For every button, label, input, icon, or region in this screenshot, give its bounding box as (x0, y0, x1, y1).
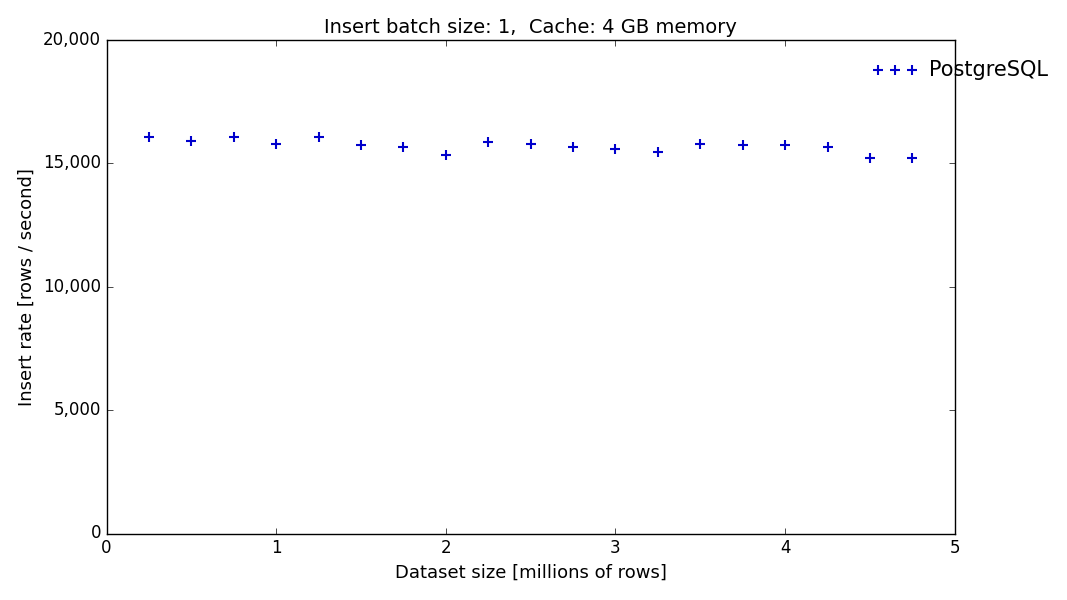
Y-axis label: Insert rate [rows / second]: Insert rate [rows / second] (18, 168, 36, 406)
X-axis label: Dataset size [millions of rows]: Dataset size [millions of rows] (395, 564, 667, 582)
Text: PostgreSQL: PostgreSQL (929, 59, 1049, 80)
Title: Insert batch size: 1,  Cache: 4 GB memory: Insert batch size: 1, Cache: 4 GB memory (324, 18, 737, 37)
